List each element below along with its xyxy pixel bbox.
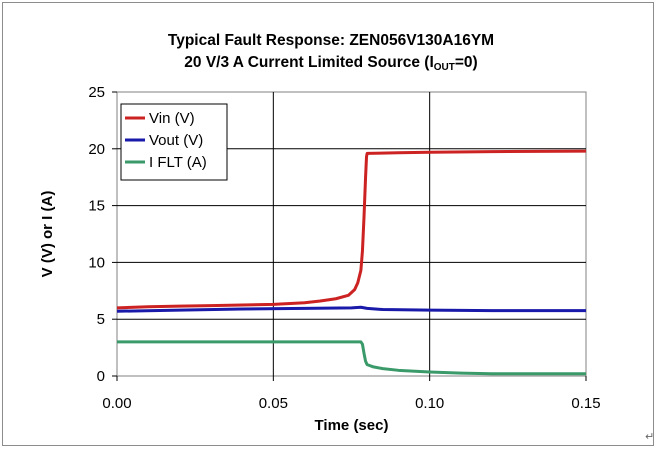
y-tick-label: 10 bbox=[88, 254, 105, 271]
series-line bbox=[116, 149, 587, 310]
x-tick-label: 0.05 bbox=[259, 395, 288, 412]
series-line bbox=[117, 340, 586, 376]
y-tick-label: 5 bbox=[97, 311, 105, 328]
chart-subtitle: 20 V/3 A Current Limited Source (IOUT=0) bbox=[0, 54, 662, 73]
chart-subtitle-main: 20 V/3 A Current Limited Source (I bbox=[184, 54, 434, 71]
axis-ticks: 0 5 10 15 20 25 0.00 0.05 0.10 0.15 bbox=[88, 84, 600, 412]
chart-title: Typical Fault Response: ZEN056V130A16YM bbox=[167, 32, 495, 49]
x-tick-label: 0.10 bbox=[415, 395, 444, 412]
y-tick-label: 0 bbox=[97, 368, 105, 385]
y-tick-label: 25 bbox=[88, 84, 105, 101]
legend-label: I FLT (A) bbox=[149, 154, 207, 171]
series-lines bbox=[116, 149, 587, 376]
x-tick-label: 0.00 bbox=[102, 395, 131, 412]
legend-label: Vout (V) bbox=[149, 132, 203, 149]
x-axis-title: Time (sec) bbox=[315, 417, 389, 434]
series-line bbox=[116, 305, 586, 313]
legend: Vin (V) Vout (V) I FLT (A) bbox=[120, 103, 228, 181]
chart-subtitle-subscript: OUT bbox=[433, 62, 455, 73]
y-tick-label: 15 bbox=[88, 198, 105, 215]
grid-lines bbox=[117, 92, 586, 376]
y-tick-label: 20 bbox=[88, 141, 105, 158]
chart-subtitle-end: =0) bbox=[454, 54, 478, 71]
legend-label: Vin (V) bbox=[149, 110, 195, 127]
y-axis-title: V (V) or I (A) bbox=[39, 191, 56, 278]
paragraph-mark-icon: ↵ bbox=[645, 431, 655, 443]
x-tick-label: 0.15 bbox=[571, 395, 600, 412]
